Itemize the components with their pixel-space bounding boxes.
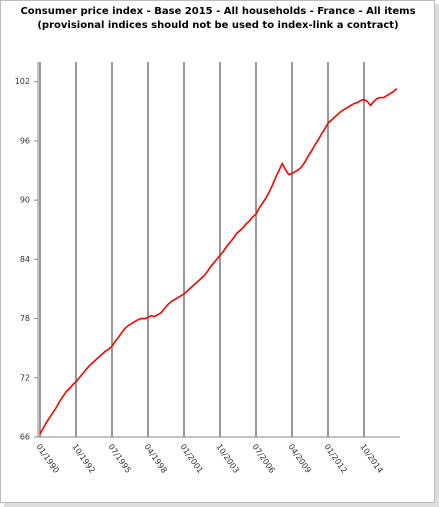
data-line: [39, 88, 398, 435]
y-tick-label: 78: [20, 314, 30, 323]
y-tick-label: 102: [15, 77, 30, 86]
y-tick-label: 84: [20, 255, 30, 264]
y-tick-label: 72: [20, 373, 30, 382]
chart-subtitle: (provisional indices should not be used …: [37, 20, 398, 31]
chart-title: Consumer price index - Base 2015 - All h…: [20, 6, 415, 17]
y-tick-label: 90: [20, 196, 30, 205]
y-tick-label: 96: [20, 136, 30, 145]
frame-shadow: [4, 503, 439, 507]
y-tick-label: 66: [20, 433, 30, 442]
frame-shadow: [435, 4, 439, 507]
